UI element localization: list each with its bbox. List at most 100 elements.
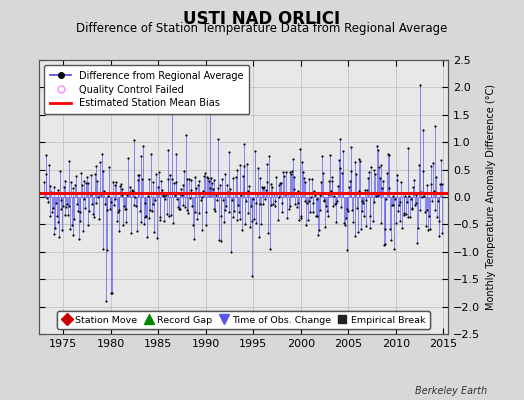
Point	[248, 218, 257, 224]
Point	[128, 187, 136, 194]
Point	[54, 219, 62, 225]
Point	[298, 159, 307, 165]
Point	[232, 167, 241, 173]
Point	[68, 185, 77, 192]
Point	[114, 207, 123, 214]
Point	[99, 246, 107, 252]
Point	[382, 196, 390, 202]
Point	[354, 229, 362, 236]
Point	[94, 216, 103, 222]
Point	[141, 200, 150, 206]
Point	[253, 190, 261, 197]
Point	[133, 228, 141, 234]
Point	[209, 186, 217, 192]
Point	[320, 198, 329, 204]
Point	[402, 198, 411, 205]
Point	[80, 196, 89, 202]
Point	[69, 232, 78, 238]
Point	[128, 188, 137, 194]
Point	[151, 171, 160, 177]
Point	[101, 200, 109, 207]
Point	[269, 190, 278, 197]
Point	[99, 168, 107, 174]
Point	[129, 137, 138, 143]
Point	[90, 214, 98, 220]
Point	[308, 176, 316, 182]
Point	[53, 186, 62, 193]
Point	[385, 152, 394, 158]
Point	[258, 185, 267, 192]
Point	[233, 217, 242, 224]
Point	[261, 187, 270, 193]
Point	[77, 170, 85, 176]
Point	[416, 82, 424, 88]
Point	[82, 180, 90, 186]
Point	[252, 200, 260, 206]
Point	[390, 246, 398, 252]
Point	[261, 196, 269, 202]
Point	[346, 178, 354, 184]
Point	[388, 202, 396, 208]
Point	[155, 169, 163, 175]
Point	[312, 212, 320, 219]
Point	[184, 210, 192, 217]
Point	[401, 192, 409, 199]
Point	[174, 206, 183, 212]
Point	[315, 226, 323, 233]
Point	[115, 228, 124, 234]
Point	[206, 185, 215, 191]
Point	[291, 201, 299, 207]
Point	[207, 175, 215, 181]
Point	[125, 190, 133, 196]
Point	[102, 298, 110, 304]
Point	[411, 200, 420, 206]
Point	[156, 214, 164, 220]
Point	[149, 179, 158, 186]
Point	[205, 105, 214, 111]
Point	[238, 173, 247, 179]
Point	[116, 183, 124, 190]
Point	[365, 212, 374, 219]
Point	[222, 202, 231, 209]
Point	[254, 164, 262, 171]
Point	[310, 188, 319, 194]
Point	[210, 176, 219, 183]
Point	[266, 202, 275, 208]
Point	[44, 199, 52, 205]
Point	[70, 216, 79, 222]
Point	[427, 181, 435, 187]
Point	[146, 207, 155, 213]
Point	[419, 168, 428, 175]
Point	[428, 198, 436, 205]
Point	[422, 182, 431, 188]
Point	[133, 172, 141, 178]
Point	[239, 141, 248, 148]
Point	[110, 202, 118, 208]
Point	[292, 204, 301, 210]
Point	[193, 216, 201, 222]
Point	[51, 225, 59, 232]
Point	[61, 178, 70, 184]
Point	[281, 191, 290, 197]
Point	[422, 222, 430, 229]
Point	[348, 207, 356, 213]
Point	[109, 179, 117, 186]
Point	[289, 186, 298, 192]
Point	[363, 187, 372, 194]
Point	[151, 197, 159, 203]
Point	[385, 185, 393, 191]
Point	[202, 208, 211, 215]
Point	[346, 144, 355, 150]
Point	[191, 174, 200, 181]
Point	[330, 192, 338, 199]
Point	[231, 190, 239, 196]
Point	[337, 170, 346, 176]
Point	[41, 190, 49, 196]
Point	[371, 171, 379, 177]
Point	[334, 182, 342, 189]
Point	[168, 103, 177, 110]
Point	[63, 212, 72, 218]
Y-axis label: Monthly Temperature Anomaly Difference (°C): Monthly Temperature Anomaly Difference (…	[486, 84, 496, 310]
Point	[436, 157, 445, 164]
Point	[204, 178, 213, 184]
